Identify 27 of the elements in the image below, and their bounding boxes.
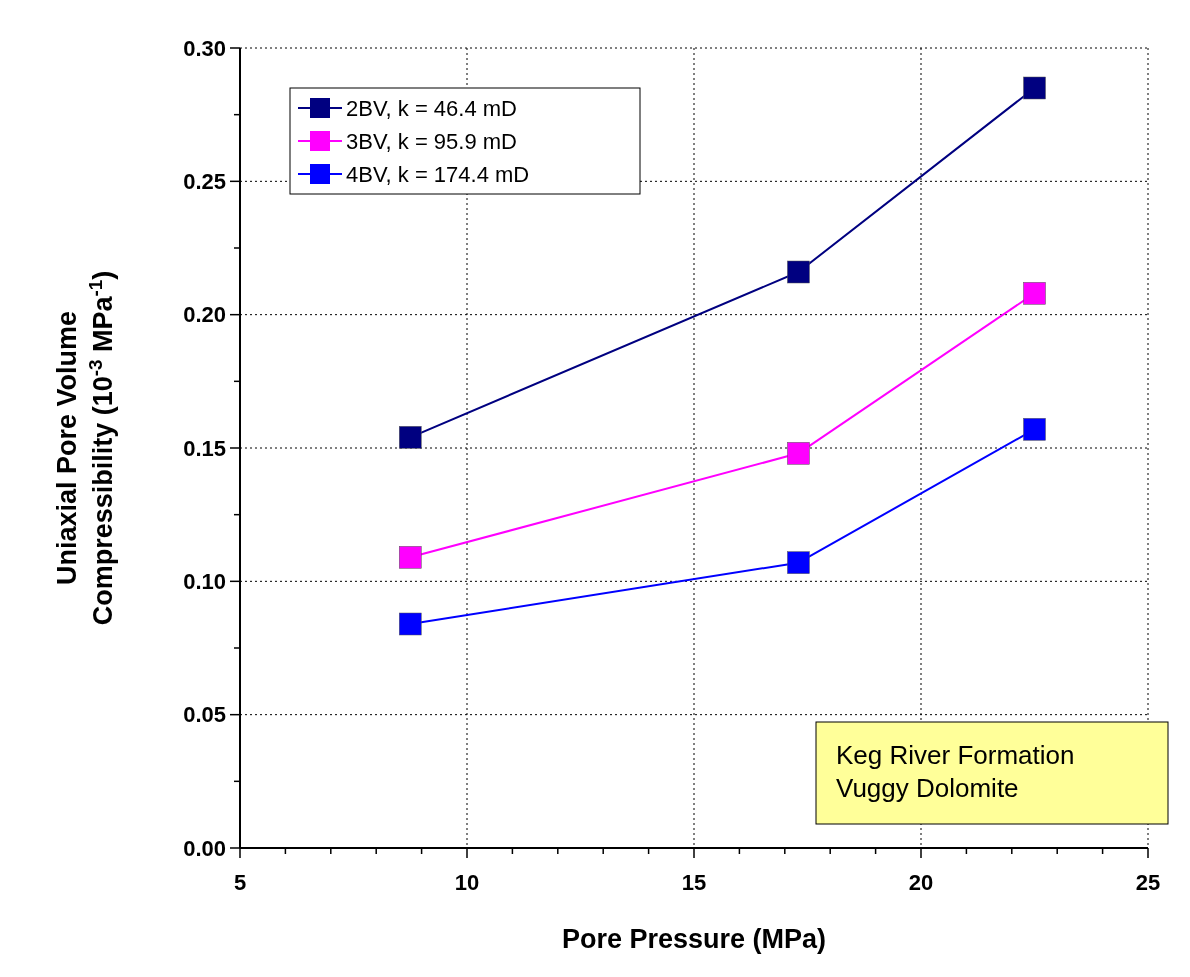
point	[787, 442, 810, 465]
point	[399, 426, 422, 449]
legend-label: 4BV, k = 174.4 mD	[346, 161, 530, 187]
y-tick-label: 0.05	[183, 702, 226, 728]
x-tick-label: 5	[233, 870, 247, 895]
y-tick-label: 0.20	[183, 302, 226, 328]
x-axis-title: Pore Pressure (MPa)	[561, 924, 827, 954]
point	[787, 551, 810, 574]
x-tick-label: 25	[1135, 870, 1161, 895]
legend-label: 3BV, k = 95.9 mD	[346, 128, 518, 154]
note-box: Keg River Formation Vuggy Dolomite	[815, 721, 1169, 825]
y-tick-label: 0.30	[183, 35, 226, 61]
y-tick-label: 0.25	[183, 169, 226, 195]
legend-label: 2BV, k = 46.4 mD	[346, 95, 518, 121]
x-tick-label: 10	[454, 870, 480, 895]
point	[1023, 76, 1046, 100]
point	[1023, 282, 1046, 305]
y-tick-label: 0.00	[183, 835, 226, 861]
x-tick-label: 20	[908, 870, 934, 895]
annotation: Keg River Formation Vuggy Dolomite	[836, 740, 1075, 803]
y-tick-label: 0.10	[183, 569, 226, 595]
y-tick-label: 0.15	[183, 435, 226, 461]
point	[787, 260, 810, 284]
x-tick-label: 15	[681, 870, 707, 895]
point	[399, 546, 422, 569]
point	[1023, 418, 1046, 441]
point	[399, 612, 422, 636]
